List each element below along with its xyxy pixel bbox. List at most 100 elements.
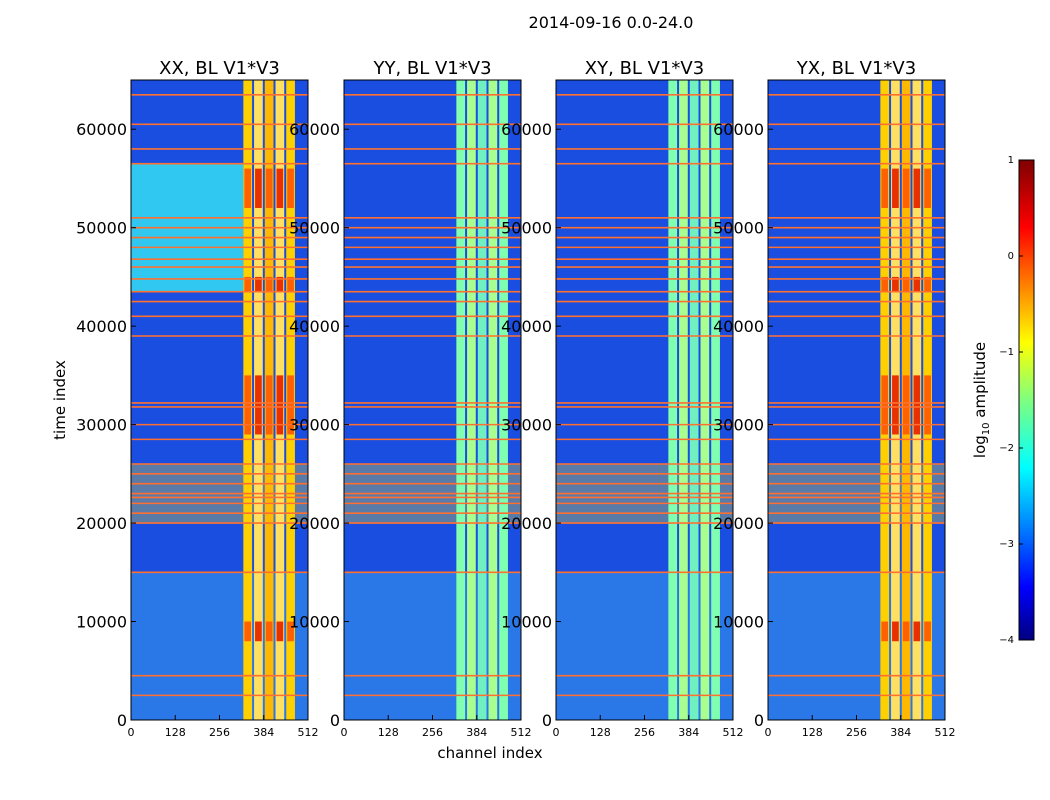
band-column (689, 80, 699, 720)
y-tick-label: 50000 (501, 219, 552, 238)
y-tick-label: 60000 (713, 120, 764, 139)
y-tick-label: 10000 (76, 613, 127, 632)
y-tick-label: 20000 (501, 514, 552, 533)
x-tick-label: 384 (253, 726, 274, 739)
y-tick-label: 40000 (76, 317, 127, 336)
y-tick-label: 50000 (289, 219, 340, 238)
x-tick-label: 256 (846, 726, 867, 739)
band-hot-cell (265, 276, 273, 292)
band-column (499, 80, 508, 720)
y-tick-label: 0 (330, 711, 340, 730)
x-tick-label: 256 (209, 726, 230, 739)
band-hot-cell (276, 621, 284, 642)
x-tick-label: 512 (935, 726, 956, 739)
band-hot-cell (902, 621, 910, 642)
y-tick-label: 40000 (289, 317, 340, 336)
x-tick-label: 0 (341, 726, 348, 739)
colorbar-label-rest: amplitude (971, 342, 989, 423)
panel-title: YY, BL V1*V3 (372, 58, 491, 79)
panel-title: XY, BL V1*V3 (585, 58, 704, 79)
band-column (679, 80, 688, 720)
band-hot-cell (255, 621, 262, 642)
panel-yy: YY, BL V1*V3 0 128 256 384 512 0 10000 20000 3000… (289, 58, 531, 739)
colorbar-label-main: log (971, 435, 989, 458)
band-hot-cell (892, 276, 899, 292)
x-tick-label: 512 (298, 726, 319, 739)
band-hot-cell (244, 276, 252, 292)
band-hot-cell (902, 276, 910, 292)
band-hot-cell (892, 168, 899, 208)
colorbar-label: log10 amplitude (971, 342, 992, 458)
band-hot-cell (287, 375, 294, 435)
y-tick-label: 10000 (289, 613, 340, 632)
band-hot-cell (892, 621, 899, 642)
band-column (700, 80, 710, 720)
y-tick-label: 20000 (76, 514, 127, 533)
band-hot-cell (265, 168, 273, 208)
colorbar: 10−1−2−3−4 log10 amplitude (971, 155, 1035, 646)
y-tick-label: 60000 (76, 120, 127, 139)
band-hot-cell (244, 621, 252, 642)
panels-group: XX, BL V1*V3 0 128 256 384 512 0 10000 20000 3000… (76, 58, 955, 739)
band-column (467, 80, 476, 720)
y-tick-label: 30000 (76, 416, 127, 435)
y-tick-label: 20000 (713, 514, 764, 533)
band-hot-cell (276, 375, 284, 435)
band-hot-cell (913, 375, 921, 435)
colorbar-tick-label: −3 (999, 539, 1014, 550)
band-hot-cell (924, 276, 931, 292)
colorbar-ticks: 1 0 −1 −2 −3 −4 (999, 155, 1023, 646)
band-hot-cell (255, 375, 262, 435)
x-tick-label: 384 (678, 726, 699, 739)
band-hot-cell (255, 276, 262, 292)
band-hot-cell (287, 168, 294, 208)
y-tick-label: 50000 (76, 219, 127, 238)
band-hot-cell (287, 276, 294, 292)
colorbar-label-sub: 10 (981, 422, 992, 435)
band-hot-cell (881, 621, 889, 642)
x-tick-label: 512 (511, 726, 532, 739)
band-hot-cell (244, 375, 252, 435)
x-tick-label: 128 (378, 726, 399, 739)
panel-title: YX, BL V1*V3 (796, 58, 916, 79)
colorbar-tick-label: −4 (999, 635, 1014, 646)
band-hot-cell (924, 168, 931, 208)
band-hot-cell (902, 375, 910, 435)
y-tick-label: 0 (542, 711, 552, 730)
band-hot-cell (287, 621, 294, 642)
x-tick-label: 512 (723, 726, 744, 739)
x-tick-label: 384 (466, 726, 487, 739)
y-tick-label: 30000 (501, 416, 552, 435)
x-tick-label: 128 (165, 726, 186, 739)
band-hot-cell (265, 375, 273, 435)
band-hot-cell (913, 276, 921, 292)
x-tick-label: 0 (553, 726, 560, 739)
y-tick-label: 10000 (713, 613, 764, 632)
x-tick-label: 384 (890, 726, 911, 739)
band-hot-cell (265, 621, 273, 642)
x-tick-label: 256 (422, 726, 443, 739)
band-hot-cell (924, 621, 931, 642)
y-tick-label: 50000 (713, 219, 764, 238)
y-tick-label: 40000 (501, 317, 552, 336)
x-axis-label: channel index (437, 744, 542, 762)
band-column (456, 80, 466, 720)
colorbar-gradient (1018, 159, 1035, 641)
band-hot-cell (913, 621, 921, 642)
panel-xy: XY, BL V1*V3 0 128 256 384 512 0 10000 20000 3000… (501, 58, 743, 739)
y-tick-label: 60000 (501, 120, 552, 139)
band-hot-cell (881, 276, 889, 292)
figure-suptitle: 2014-09-16 0.0-24.0 (529, 13, 694, 32)
band-column (711, 80, 720, 720)
band-column (488, 80, 498, 720)
x-tick-label: 0 (765, 726, 772, 739)
band-hot-cell (881, 375, 889, 435)
band-hot-cell (244, 168, 252, 208)
x-tick-label: 128 (802, 726, 823, 739)
y-axis-label: time index (51, 360, 69, 440)
band-hot-cell (892, 375, 899, 435)
x-tick-label: 0 (128, 726, 135, 739)
y-tick-label: 30000 (713, 416, 764, 435)
band-hot-cell (276, 168, 284, 208)
band-hot-cell (276, 276, 284, 292)
